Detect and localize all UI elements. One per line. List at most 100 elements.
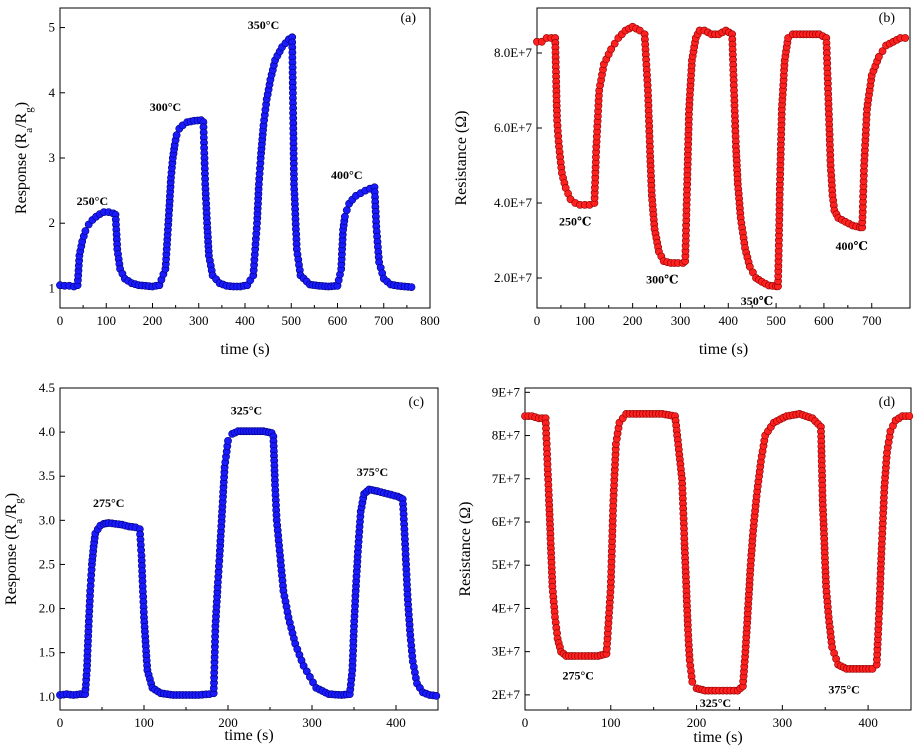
panel-c-y-tick-label: 1.5	[39, 645, 55, 660]
panel-a-annotation: 250°C	[77, 194, 108, 208]
panel-c-x-tick-label: 300	[302, 715, 322, 730]
panel-c-y-tick-label: 4.0	[39, 424, 55, 439]
panel-b-x-tick-label: 400	[719, 313, 739, 328]
panel-c-data-point	[432, 692, 441, 700]
panel-c-y-tick-label: 1.0	[39, 689, 55, 704]
panel-c-x-tick-label: 200	[218, 715, 238, 730]
panel-b-annotation: 400℃	[835, 239, 867, 253]
panel-a-label: (a)	[400, 11, 416, 26]
panel-c-x-axis-title: time (s)	[224, 727, 273, 744]
panel-d-x-tick-label: 300	[773, 715, 793, 730]
panel-a-x-tick-label: 0	[57, 313, 64, 328]
panel-d-data-point	[688, 678, 697, 686]
panel-b-x-tick-label: 100	[575, 313, 595, 328]
panel-b-data-point	[901, 34, 910, 42]
panel-c-y-tick-label: 4.5	[39, 380, 55, 395]
panel-c-y-tick-label: 3.5	[39, 468, 55, 483]
panel-d-chart: 0 100 200 300 400 2E+7 3E+7 4E+7 5E+7 6E+7 7E+7 8E+…	[457, 384, 914, 746]
panel-c-y-tick-label: 2.5	[39, 556, 55, 571]
panel-d-y-tick-label: 9E+7	[492, 384, 521, 399]
panel-d-y-tick-label: 8E+7	[492, 428, 521, 443]
panel-d-y-tick-label: 4E+7	[492, 600, 521, 615]
panel-d-y-tick-label: 7E+7	[492, 471, 521, 486]
panel-b-data-point	[878, 47, 887, 55]
panel-b-y-tick-label: 4.0E+7	[494, 195, 533, 210]
panel-a-x-tick-label: 400	[235, 313, 255, 328]
panel-d-x-tick-label: 100	[601, 715, 621, 730]
panel-b-x-tick-label: 200	[623, 313, 643, 328]
panel-a-annotation: 300°C	[150, 100, 181, 114]
panel-b-x-tick-label: 0	[534, 313, 541, 328]
panel-b-y-tick-label: 6.0E+7	[494, 120, 533, 135]
panel-c-data-point	[224, 436, 232, 445]
panel-d-plot-frame	[524, 387, 912, 711]
panel-c-label: (c)	[408, 395, 424, 410]
panel-c-annotation: 275°C	[93, 496, 124, 510]
panel-d-x-tick-label: 0	[522, 715, 529, 730]
panel-c-x-tick-label: 100	[134, 715, 154, 730]
panel-a-x-tick-label: 600	[328, 313, 348, 328]
panel-a-y-tick-label: 4	[49, 85, 56, 100]
panel-a-y-tick-label: 1	[49, 280, 56, 295]
panel-b-annotation: 250℃	[559, 215, 591, 229]
panel-a-y-tick-label: 2	[49, 215, 56, 230]
panel-a-annotation: 400°C	[331, 168, 362, 182]
panel-b-x-tick-label: 500	[766, 313, 786, 328]
panel-b-x-tick-label: 600	[814, 313, 834, 328]
panel-a-x-tick-label: 200	[143, 313, 163, 328]
panel-a-data-point	[407, 283, 416, 291]
panel-a-data-point	[81, 227, 90, 235]
panel-d-y-axis-title: Resistance (Ω)	[457, 502, 474, 597]
panel-b-y-axis-title: Resistance (Ω)	[453, 111, 470, 206]
panel-a-chart: 0 100 200 300 400 500 600 700 800 1 2 3 4 5 250°C 300°…	[13, 7, 440, 358]
panel-b-data-point	[875, 52, 883, 61]
panel-c-x-tick-label: 400	[386, 715, 406, 730]
panel-a-x-tick-label: 100	[97, 313, 117, 328]
panel-b-x-tick-label: 300	[671, 313, 691, 328]
panel-b-data-point	[607, 45, 615, 54]
panel-c-x-tick-label: 0	[57, 715, 64, 730]
panel-b-x-tick-label: 700	[862, 313, 882, 328]
panel-a-x-axis-title: time (s)	[220, 341, 269, 358]
panel-d-x-axis-title: time (s)	[693, 729, 742, 746]
panel-c-y-tick-label: 3.0	[39, 512, 55, 527]
panel-d-y-tick-label: 2E+7	[492, 687, 521, 702]
panel-b-plot-frame	[536, 7, 911, 309]
panel-a-y-tick-label: 5	[49, 20, 56, 35]
panel-d-label: (d)	[879, 395, 896, 410]
panel-c-annotation: 375°C	[357, 465, 388, 479]
panel-b-data-point	[610, 39, 619, 48]
panel-d-annotation: 325°C	[700, 696, 731, 710]
panel-a-data-point	[172, 131, 181, 140]
panel-d-x-tick-label: 200	[687, 715, 707, 730]
panel-c-plot-frame	[59, 387, 439, 711]
panel-a-x-tick-label: 300	[189, 313, 209, 328]
panel-b-label: (b)	[879, 11, 896, 26]
panel-d-y-tick-label: 5E+7	[492, 557, 521, 572]
panel-c-annotation: 325°C	[231, 403, 262, 417]
panel-b-y-tick-label: 2.0E+7	[494, 270, 533, 285]
panel-a-data-point	[342, 206, 351, 215]
panel-b-chart: 0 100 200 300 400 500 600 700 2.0E+7 4.0E+7 6.0E+7…	[453, 7, 911, 358]
panel-b-y-tick-label: 8.0E+7	[494, 45, 533, 60]
panel-a-y-tick-label: 3	[49, 150, 56, 165]
panel-a-annotation: 350°C	[248, 18, 279, 32]
panel-b-x-axis-title: time (s)	[699, 341, 748, 358]
panel-a-x-tick-label: 700	[374, 313, 394, 328]
panel-d-data-point	[905, 412, 914, 420]
panel-c-chart: 0 100 200 300 400 1.0 1.5 2.0 2.5 3.0 3.5 4.0 4.5 27…	[3, 380, 441, 744]
panel-a-y-axis-title: Response (Ra/Rg)	[13, 102, 35, 214]
panel-d-annotation: 375°C	[828, 683, 859, 697]
panel-b-annotation: 300℃	[646, 273, 678, 287]
panel-d-y-tick-label: 6E+7	[492, 514, 521, 529]
panel-a-x-tick-label: 500	[282, 313, 302, 328]
panel-a-x-tick-label: 800	[420, 313, 440, 328]
panel-c-y-tick-label: 2.0	[39, 601, 55, 616]
panel-a-data-point	[340, 212, 349, 221]
panel-d-x-tick-label: 400	[858, 715, 878, 730]
panel-c-y-axis-title: Response (Ra/Rg)	[3, 493, 25, 605]
panel-b-annotation: 350℃	[741, 294, 773, 308]
panel-d-y-tick-label: 3E+7	[492, 644, 521, 659]
panel-d-annotation: 275°C	[562, 669, 593, 683]
